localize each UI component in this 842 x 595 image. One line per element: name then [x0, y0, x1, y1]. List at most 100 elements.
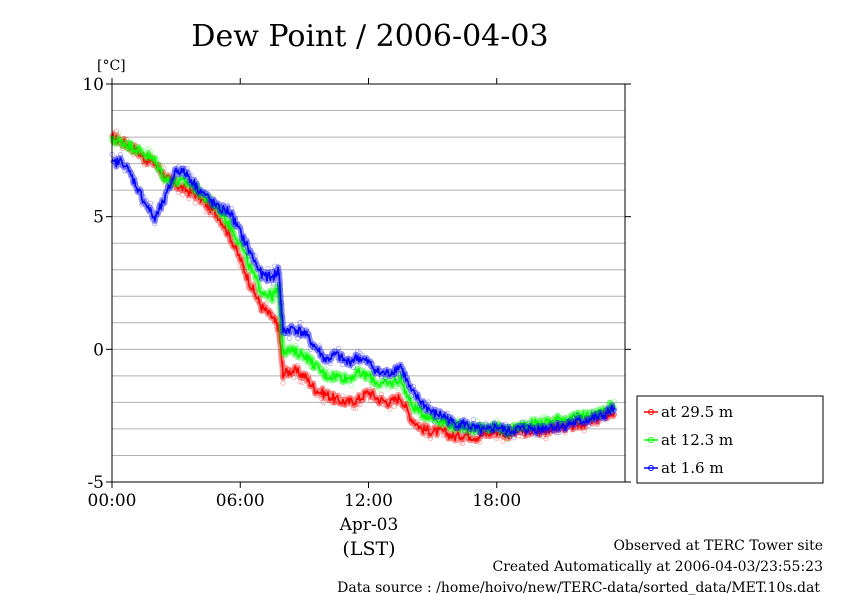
series-sample-marker	[272, 263, 278, 269]
y-tick-label: 0	[93, 340, 104, 360]
series-sample-marker	[188, 172, 194, 178]
x-axis-zone-label: (LST)	[342, 538, 395, 560]
series-sample-marker	[357, 402, 363, 408]
series-sample-marker	[500, 438, 506, 444]
series-sample-marker	[145, 146, 151, 152]
series-sample-marker	[365, 386, 372, 393]
series-sample-marker	[387, 406, 393, 412]
series-sample-marker	[338, 401, 344, 407]
series-sample-marker	[203, 209, 209, 215]
series-sample-marker	[143, 149, 149, 155]
series-sample-marker	[603, 403, 609, 409]
series-sample-marker	[353, 406, 359, 412]
series-sample-marker	[160, 165, 166, 171]
series-sample-marker	[506, 433, 513, 439]
series-sample-marker	[380, 401, 387, 408]
series-sample-marker	[141, 157, 147, 163]
series-sample-marker	[117, 152, 124, 158]
series-sample-marker	[297, 319, 303, 326]
series-sample-marker	[504, 436, 511, 443]
series-sample-marker	[192, 200, 198, 206]
series-sample-marker	[246, 269, 252, 275]
series-sample-marker	[376, 386, 382, 392]
y-tick-label: 10	[82, 75, 104, 95]
series-sample-marker	[472, 429, 478, 436]
series-sample-marker	[575, 412, 581, 419]
legend-item: at 1.6 m	[644, 459, 724, 477]
series-sample-marker	[423, 433, 429, 439]
series-sample-marker	[355, 364, 361, 370]
series-sample-marker	[581, 428, 587, 434]
x-tick-label: 12:00	[344, 491, 393, 511]
x-tick-label: 06:00	[216, 491, 265, 511]
series-sample-marker	[517, 429, 523, 435]
series-sample-marker	[280, 380, 286, 386]
series-sample-marker	[270, 284, 277, 290]
legend: at 29.5 m at 12.3 m at 1.6 m	[636, 395, 824, 484]
series-sample-marker	[408, 393, 414, 399]
series-sample-marker	[297, 378, 303, 385]
series-sample-marker	[323, 365, 329, 372]
series-sample-marker	[494, 417, 500, 424]
series-sample-marker	[291, 374, 297, 381]
footer-created: Created Automatically at 2006-04-03/23:5…	[492, 559, 823, 575]
footer-source: Data source : /home/hoivo/new/TERC-data/…	[337, 580, 820, 595]
series-sample-marker	[549, 419, 555, 426]
series-lines	[109, 128, 618, 447]
series-sample-marker	[378, 373, 384, 379]
series-sample-marker	[113, 128, 119, 134]
series-sample-marker	[378, 374, 384, 380]
y-axis-unit: [°C]	[97, 58, 126, 74]
series-sample-marker	[286, 335, 293, 341]
series-sample-marker	[263, 301, 269, 307]
series-sample-marker	[543, 436, 549, 442]
series-sample-marker	[299, 379, 305, 385]
series-sample-marker	[393, 375, 399, 381]
series-sample-marker	[372, 385, 378, 391]
series-sample-marker	[385, 386, 391, 392]
series-sample-marker	[436, 424, 442, 431]
series-sample-marker	[175, 189, 181, 195]
legend-swatch-marker	[648, 409, 654, 415]
series-sample-marker	[348, 383, 354, 389]
series-sample-marker	[425, 399, 431, 405]
series-sample-marker	[122, 137, 128, 143]
series-sample-marker	[464, 431, 470, 437]
series-sample-marker	[521, 430, 528, 437]
series-sample-marker	[395, 371, 402, 377]
series-sample-marker	[359, 352, 365, 358]
series-sample-marker	[459, 440, 466, 447]
series-sample-marker	[477, 439, 483, 446]
series-sample-marker	[314, 393, 320, 399]
x-tick-label: 00:00	[88, 491, 137, 511]
series-sample-marker	[115, 131, 122, 137]
footer-observed: Observed at TERC Tower site	[613, 538, 823, 554]
series-sample-marker	[432, 419, 438, 425]
series-sample-marker	[436, 417, 442, 423]
series-sample-marker	[340, 393, 346, 399]
series-sample-marker	[519, 419, 526, 425]
series-sample-marker	[575, 410, 581, 416]
series-sample-marker	[335, 345, 342, 352]
legend-item: at 12.3 m	[644, 431, 733, 449]
series-sample-marker	[350, 364, 357, 370]
series-sample-marker	[541, 433, 547, 439]
series-sample-marker	[417, 402, 423, 409]
series-sample-marker	[368, 398, 374, 404]
series-sample-marker	[184, 165, 190, 172]
series-sample-marker	[393, 383, 399, 390]
series-sample-marker	[526, 420, 532, 426]
axis-ticks: 10 5 0 -500:00 06:00 12:00 18:00	[82, 75, 631, 511]
legend-box	[636, 395, 824, 484]
y-tick-label: 5	[93, 208, 104, 228]
series-sample-marker	[158, 163, 164, 169]
series-sample-marker	[462, 428, 468, 434]
series-sample-marker	[556, 414, 562, 420]
series-sample-marker	[295, 335, 301, 341]
series-sample-marker	[395, 385, 402, 391]
series-sample-marker	[611, 398, 617, 405]
legend-swatch-marker	[648, 437, 654, 443]
series-sample-marker	[282, 353, 288, 359]
series-sample-marker	[483, 421, 489, 427]
